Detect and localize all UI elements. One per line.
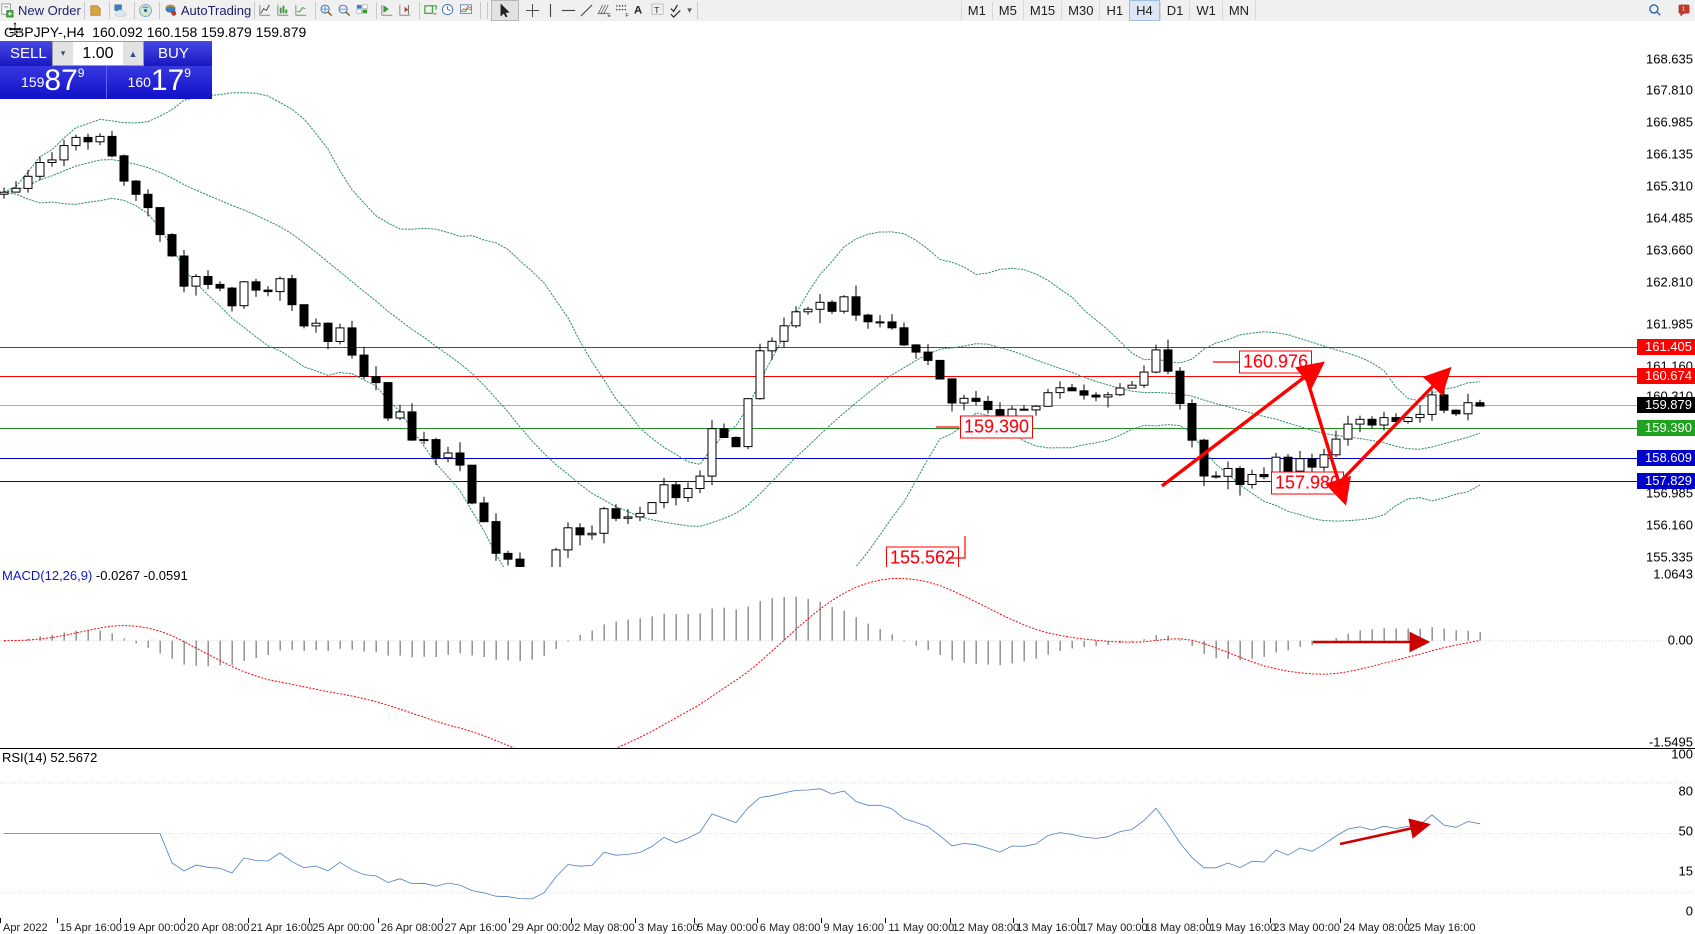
- svg-text:T: T: [654, 5, 659, 15]
- svg-text:A: A: [634, 4, 642, 16]
- svg-text:E: E: [608, 13, 612, 18]
- svg-text:F: F: [626, 13, 630, 18]
- svg-text:1: 1: [1682, 7, 1685, 13]
